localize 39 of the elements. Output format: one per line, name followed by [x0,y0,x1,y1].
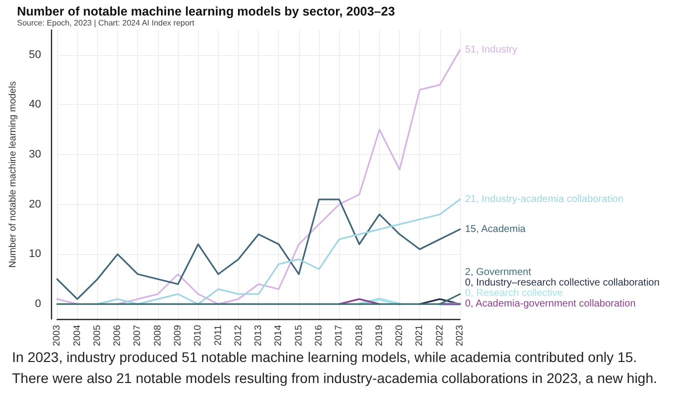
text: 0, Industry–research collective collaboration [465,278,660,289]
text: 21, Industry-academia collaboration [465,194,624,205]
y-tick-label: 50 [28,48,42,61]
x-tick-label: 2014 [273,325,284,346]
text: 2, Government [465,267,532,278]
text: 0, Academia-government collaboration [465,298,636,310]
x-tick-label: 2007 [132,325,144,346]
x-tick-label: 2016 [313,325,324,346]
text: 51, Industry [465,44,518,56]
x-tick-label: 2013 [253,325,264,346]
text: 0, Research collective [465,288,563,300]
x-tick-label: 2012 [232,325,244,346]
x-tick-label: 2021 [414,325,426,346]
y-tick-label: 20 [28,198,42,210]
text: In 2023, industry produced 51 notable machine learning models, while academia contributed only 15. [12,348,638,367]
x-tick-label: 2020 [394,325,406,346]
x-tick-label: 2023 [454,325,466,346]
x-tick-label: 2010 [192,325,204,346]
y-tick-label: 10 [28,248,42,260]
y-axis-title: Number of notable machine learning models [8,81,18,268]
x-tick-label: 2018 [354,325,365,346]
text: 15, Academia [465,224,526,235]
y-tick-label: 0 [35,298,42,310]
x-tick-label: 2005 [92,325,103,346]
text: There were also 21 notable models resulting from industry-academia collaborations in 2023, a new high. [12,369,658,388]
x-tick-label: 2006 [112,325,124,346]
x-tick-label: 2008 [152,325,164,346]
x-tick-label: 2009 [172,325,184,346]
x-tick-label: 2004 [72,325,83,346]
y-tick-label: 30 [28,148,42,161]
x-tick-label: 2011 [212,325,224,346]
y-tick-label: 40 [28,98,42,111]
chart-subtitle: Source: Epoch, 2023 | Chart: 2024 AI Index report [17,18,196,28]
chart-title: Number of notable machine learning models by sector, 2003–23 [17,4,395,18]
x-tick-label: 2022 [434,325,446,346]
x-tick-label: 2017 [334,325,345,346]
x-tick-label: 2003 [52,325,63,346]
x-tick-label: 2015 [293,325,304,346]
x-tick-label: 2019 [374,325,385,346]
